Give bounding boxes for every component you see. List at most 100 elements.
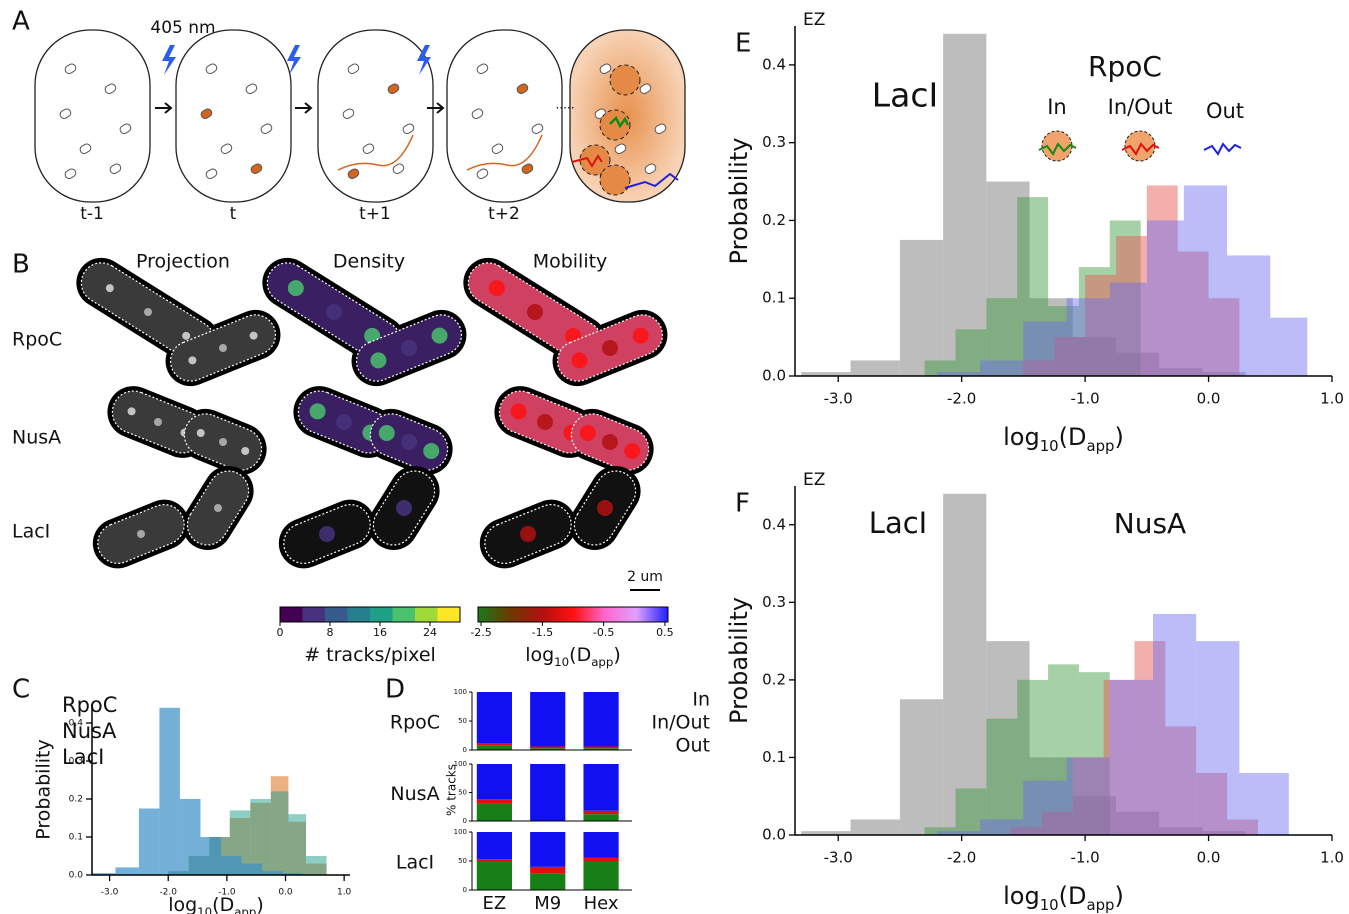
y-tick-label: 0 [463, 886, 467, 894]
y-tick-label: 0.1 [762, 289, 786, 307]
legend-entry: Out [676, 735, 710, 757]
y-tick-label: 50 [458, 857, 467, 865]
x-tick-label: -1.0 [1070, 390, 1099, 408]
y-axis-label: Probability [725, 597, 753, 724]
histogram-bar [242, 864, 263, 875]
colorbar-label: # tracks/pixel [304, 644, 436, 666]
series-name: NusA [62, 719, 117, 743]
row-label: RpoC [390, 712, 440, 734]
histogram-bar [1227, 255, 1270, 376]
row-label: LacI [396, 852, 434, 874]
series-name: LacI [62, 745, 104, 769]
spot [326, 304, 342, 320]
timepoint-label: t [230, 204, 237, 224]
x-tick-label: M9 [534, 893, 561, 914]
histogram-bar [1067, 298, 1110, 376]
micrograph [472, 457, 650, 576]
colorbar-label: log10(Dapp) [525, 644, 621, 669]
colorbar-tick-label: 16 [373, 626, 387, 639]
histogram-bar [1196, 641, 1239, 835]
histogram-bar [1147, 220, 1184, 376]
panel-letter: C [12, 675, 30, 705]
stacked-bar [583, 811, 618, 814]
subscript: 10 [1040, 896, 1059, 914]
arrow [155, 103, 171, 113]
legend-entry: In [692, 689, 710, 711]
spot [197, 429, 205, 437]
track-icon [1204, 144, 1241, 154]
y-tick-label: 0.0 [762, 367, 786, 385]
histogram-bar [943, 34, 986, 376]
stacked-bar [583, 814, 618, 821]
histogram-bar [986, 719, 1017, 835]
stacked-bar [583, 764, 618, 811]
cluster-circle [600, 110, 630, 140]
y-tick-label: 100 [454, 688, 467, 696]
stacked-bar [477, 832, 512, 859]
y-tick-label: 0.2 [762, 670, 786, 688]
spot [602, 340, 618, 356]
spot [527, 304, 543, 320]
subscript: 10 [554, 655, 569, 669]
y-tick-label: 100 [454, 828, 467, 836]
cell-schematic [318, 30, 433, 202]
spot [597, 500, 613, 516]
stacked-bar [583, 747, 618, 749]
spot [219, 344, 227, 352]
stacked-bar [530, 692, 565, 747]
stacked-bar [583, 861, 618, 890]
colorbar-block [393, 607, 416, 622]
cell-schematic [176, 30, 291, 202]
stacked-bar [530, 747, 565, 749]
spot [137, 530, 145, 538]
series-name: RpoC [62, 693, 117, 717]
y-tick-label: 0.4 [762, 55, 786, 73]
colorbar-block [303, 607, 326, 622]
y-tick-label: 0 [463, 817, 467, 825]
spot [396, 500, 412, 516]
colorbar-tick-label: 0.5 [656, 626, 674, 639]
spot [219, 438, 227, 446]
histogram-bar [139, 809, 160, 876]
histogram-bar [180, 799, 201, 875]
legend-entry: In/Out [652, 712, 711, 734]
spot [106, 284, 114, 292]
spot [571, 352, 587, 368]
y-tick-label: 0.0 [69, 871, 84, 881]
spot [401, 434, 417, 450]
x-axis-label: log10(Dapp) [168, 894, 264, 914]
arrow [295, 103, 311, 113]
colorbar-tick-label: 8 [327, 626, 334, 639]
histogram-bar [851, 360, 900, 376]
histogram-bar [943, 494, 986, 835]
x-tick-label: 0.0 [1197, 849, 1221, 867]
spot [182, 332, 190, 340]
x-tick-label: EZ [483, 893, 507, 914]
x-tick-label: Hex [584, 893, 619, 914]
laser-label: 405 nm [150, 18, 215, 38]
colorbar [478, 607, 668, 622]
micrograph [286, 378, 461, 483]
stacked-bar [530, 867, 565, 874]
y-axis-label: Probability [725, 138, 753, 265]
annotation: NusA [1114, 507, 1186, 540]
label-part: (D [1059, 423, 1087, 451]
histogram-bar [159, 708, 180, 875]
cell-outline [176, 30, 291, 202]
timepoint-label: t-1 [80, 204, 104, 224]
panel-letter: A [12, 7, 30, 37]
spot [379, 425, 395, 441]
colorbar-tick-label: -2.5 [470, 626, 491, 639]
y-tick-label: 0.1 [69, 833, 83, 843]
colorbar-block [325, 607, 348, 622]
histogram-bar [288, 814, 306, 875]
histogram-bar [980, 819, 1023, 835]
x-tick-label: 0.0 [278, 888, 293, 898]
colorbar-block [415, 607, 438, 622]
y-tick-label: 0.3 [762, 593, 786, 611]
cluster-circle [610, 65, 640, 95]
label-part: (D [569, 644, 591, 666]
x-tick-label: 1.0 [1320, 390, 1344, 408]
timepoint-label: t+2 [488, 204, 520, 224]
x-tick-label: -3.0 [824, 849, 853, 867]
